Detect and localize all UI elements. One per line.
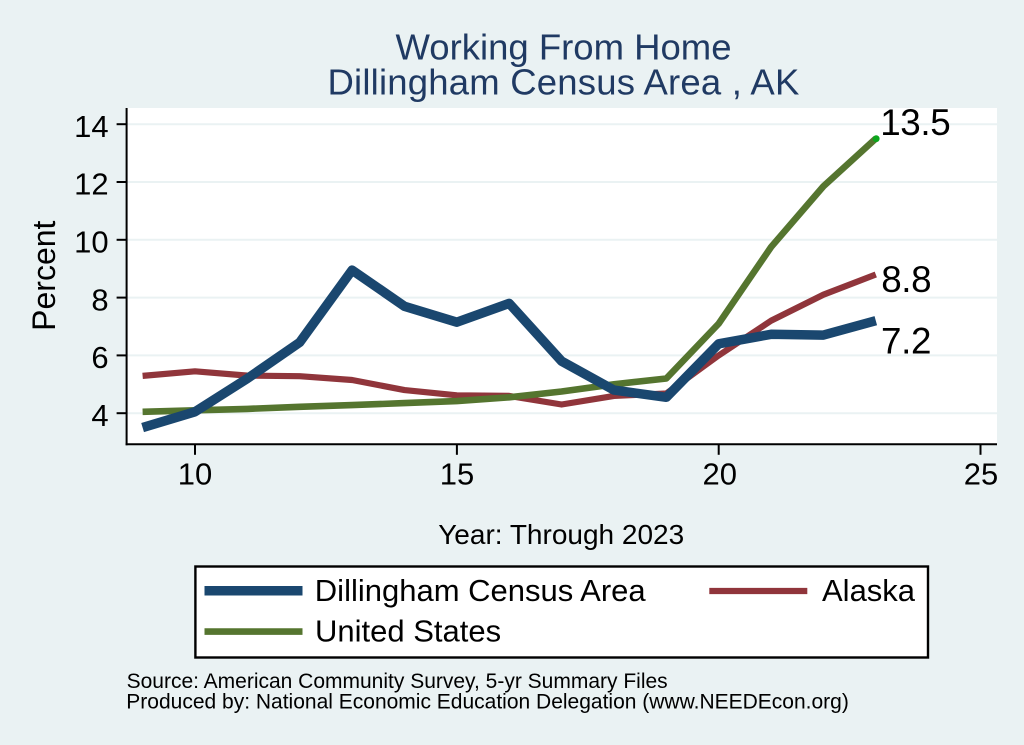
svg-text:Dillingham Census Area: Dillingham Census Area xyxy=(315,573,647,608)
svg-text:13.5: 13.5 xyxy=(880,102,950,143)
svg-text:Percent: Percent xyxy=(26,220,62,330)
svg-text:25: 25 xyxy=(964,456,998,491)
svg-text:United States: United States xyxy=(315,614,501,649)
svg-text:8: 8 xyxy=(91,282,108,317)
svg-text:10: 10 xyxy=(74,225,108,260)
svg-text:10: 10 xyxy=(178,456,212,491)
svg-text:15: 15 xyxy=(440,456,474,491)
svg-text:8.8: 8.8 xyxy=(881,259,931,300)
svg-text:12: 12 xyxy=(74,167,108,202)
svg-text:Working From Home: Working From Home xyxy=(395,27,731,68)
svg-text:Alaska: Alaska xyxy=(822,573,916,608)
svg-text:Produced by: National Economic: Produced by: National Economic Education… xyxy=(126,691,849,714)
svg-text:6: 6 xyxy=(91,340,108,375)
svg-text:Source: American Community Sur: Source: American Community Survey, 5-yr … xyxy=(127,670,668,693)
svg-text:4: 4 xyxy=(91,398,108,433)
svg-text:Year: Through 2023: Year: Through 2023 xyxy=(438,519,684,550)
svg-text:Dillingham Census Area , AK: Dillingham Census Area , AK xyxy=(327,62,799,103)
svg-text:20: 20 xyxy=(703,456,737,491)
svg-text:7.2: 7.2 xyxy=(881,321,931,362)
svg-text:14: 14 xyxy=(74,109,108,144)
